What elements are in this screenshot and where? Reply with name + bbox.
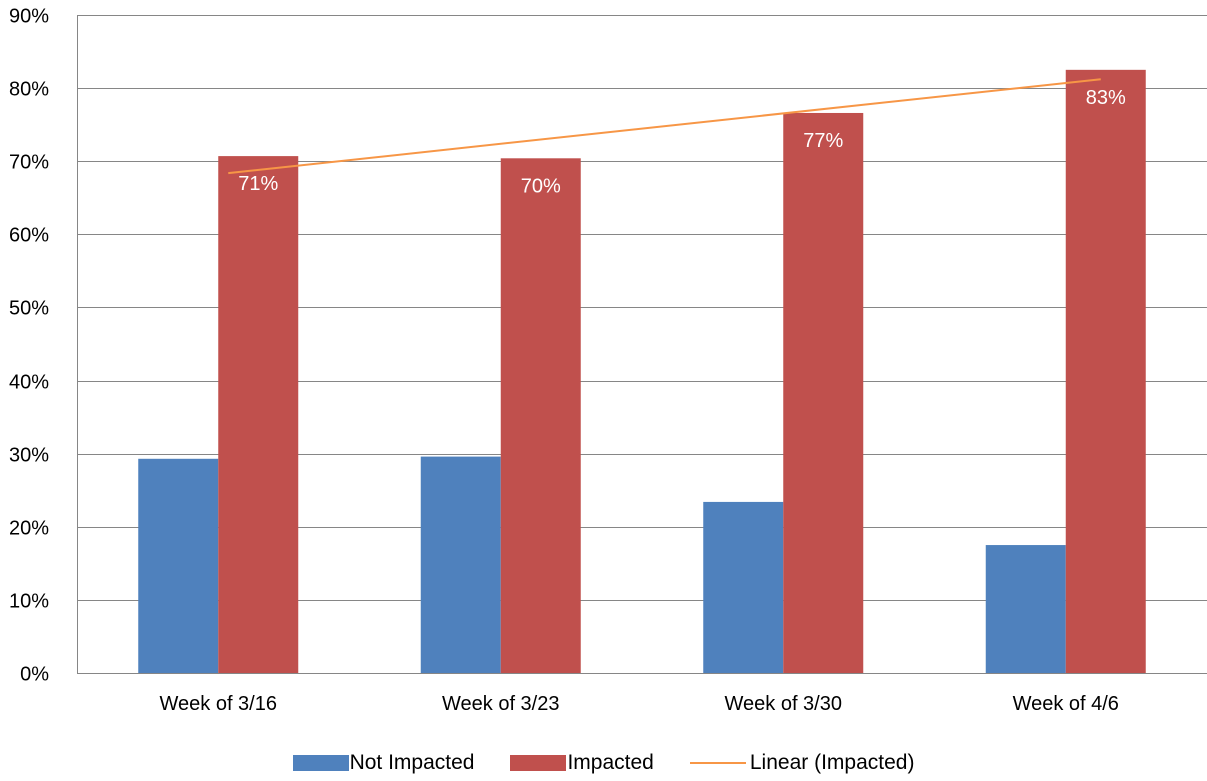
data-label-impacted: 77% [803, 130, 843, 152]
y-tick-label: 70% [9, 152, 49, 174]
bar-not-impacted [703, 501, 784, 673]
y-tick-label: 60% [9, 225, 49, 247]
bar-impacted [500, 158, 581, 673]
bar-impacted [218, 156, 299, 674]
y-tick-label: 40% [9, 372, 49, 394]
legend-swatch-not-impacted [292, 755, 349, 771]
data-label-impacted: 71% [238, 173, 278, 195]
y-tick-label: 50% [9, 298, 49, 320]
bars [138, 69, 1146, 674]
axes: 0% 10% 20% 30% 40% 50% 60% 70% 80% 90% Week of 3/1… [9, 6, 1207, 715]
x-tick-label: Week of 3/23 [442, 693, 559, 715]
data-labels: 71% 70% 77% 83% [238, 87, 1126, 197]
bar-impacted [1065, 69, 1146, 674]
legend-item-not-impacted: Not Impacted [292, 751, 475, 775]
legend-item-trendline: Linear (Impacted) [689, 751, 915, 775]
bar-not-impacted [985, 545, 1066, 673]
bar-not-impacted [138, 458, 219, 673]
bar-chart: 71% 70% 77% 83% 0% 10% 20% 30% 40% 50% 60% 70% 80% 9… [9, 6, 1207, 715]
bar-impacted [783, 112, 864, 674]
legend: Not Impacted Impacted Linear (Impacted) [0, 748, 1207, 778]
trendline-impacted [228, 78, 1101, 175]
y-tick-label: 80% [9, 79, 49, 101]
y-tick-label: 0% [20, 664, 49, 686]
legend-line-trendline [689, 762, 746, 764]
legend-label-impacted: Impacted [567, 751, 654, 774]
y-tick-label: 90% [9, 6, 49, 28]
x-tick-label: Week of 3/16 [160, 693, 277, 715]
trendline-layer [228, 78, 1101, 175]
y-tick-label: 30% [9, 445, 49, 467]
legend-label-not-impacted: Not Impacted [349, 751, 475, 774]
data-label-impacted: 83% [1086, 87, 1126, 109]
x-tick-label: Week of 3/30 [725, 693, 842, 715]
x-tick-label: Week of 4/6 [1013, 693, 1119, 715]
bar-not-impacted [420, 456, 501, 673]
data-label-impacted: 70% [521, 175, 561, 197]
legend-label-trendline: Linear (Impacted) [749, 751, 915, 774]
y-tick-label: 10% [9, 591, 49, 613]
legend-item-impacted: Impacted [510, 751, 654, 775]
legend-swatch-impacted [510, 755, 567, 771]
y-tick-label: 20% [9, 518, 49, 540]
